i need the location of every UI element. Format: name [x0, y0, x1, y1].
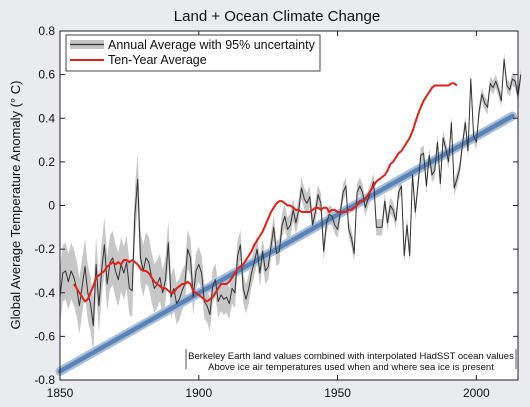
- y-tick-label: 0.2: [38, 155, 55, 169]
- annual-average-line: [59, 58, 522, 326]
- ten-year-series-group: [73, 82, 458, 303]
- trend-line-group: [55, 111, 517, 376]
- y-tick-label: -0.2: [34, 242, 55, 256]
- annual-series-group: [59, 58, 522, 326]
- y-tick-label: -0.6: [34, 329, 55, 343]
- x-tick-label: 1850: [47, 386, 74, 400]
- legend-item-ten-year: Ten-Year Average: [108, 53, 207, 67]
- y-axis: -0.8 -0.6 -0.4 -0.2 0 0.2 0.4 0.6 0.8: [34, 24, 518, 387]
- annotation: Berkeley Earth land values combined with…: [185, 349, 517, 373]
- ten-year-average-line: [73, 82, 458, 303]
- legend: Annual Average with 95% uncertainty Ten-…: [65, 34, 321, 72]
- y-tick-label: -0.8: [34, 373, 55, 387]
- trend-line: [57, 113, 515, 374]
- x-axis: 1850 1900 1950 2000: [47, 31, 490, 400]
- y-tick-label: 0.6: [38, 68, 55, 82]
- x-tick-label: 1900: [185, 386, 212, 400]
- uncertainty-band: [60, 52, 521, 353]
- y-axis-label: Global Average Temperature Anomaly (° C): [8, 81, 23, 330]
- x-tick-label: 2000: [463, 386, 490, 400]
- annotation-line-1: Berkeley Earth land values combined with…: [188, 351, 514, 362]
- legend-box: [65, 34, 321, 72]
- y-tick-label: 0.8: [38, 24, 55, 38]
- legend-item-annual: Annual Average with 95% uncertainty: [108, 38, 316, 52]
- y-tick-label: 0.4: [38, 111, 55, 125]
- y-tick-label: -0.4: [34, 286, 55, 300]
- uncertainty-band-group: [60, 52, 521, 353]
- chart-title: Land + Ocean Climate Change: [174, 8, 380, 25]
- annotation-line-2: Above ice air temperatures used when and…: [208, 362, 494, 373]
- x-tick-label: 1950: [324, 386, 351, 400]
- y-tick-label: 0: [48, 199, 55, 213]
